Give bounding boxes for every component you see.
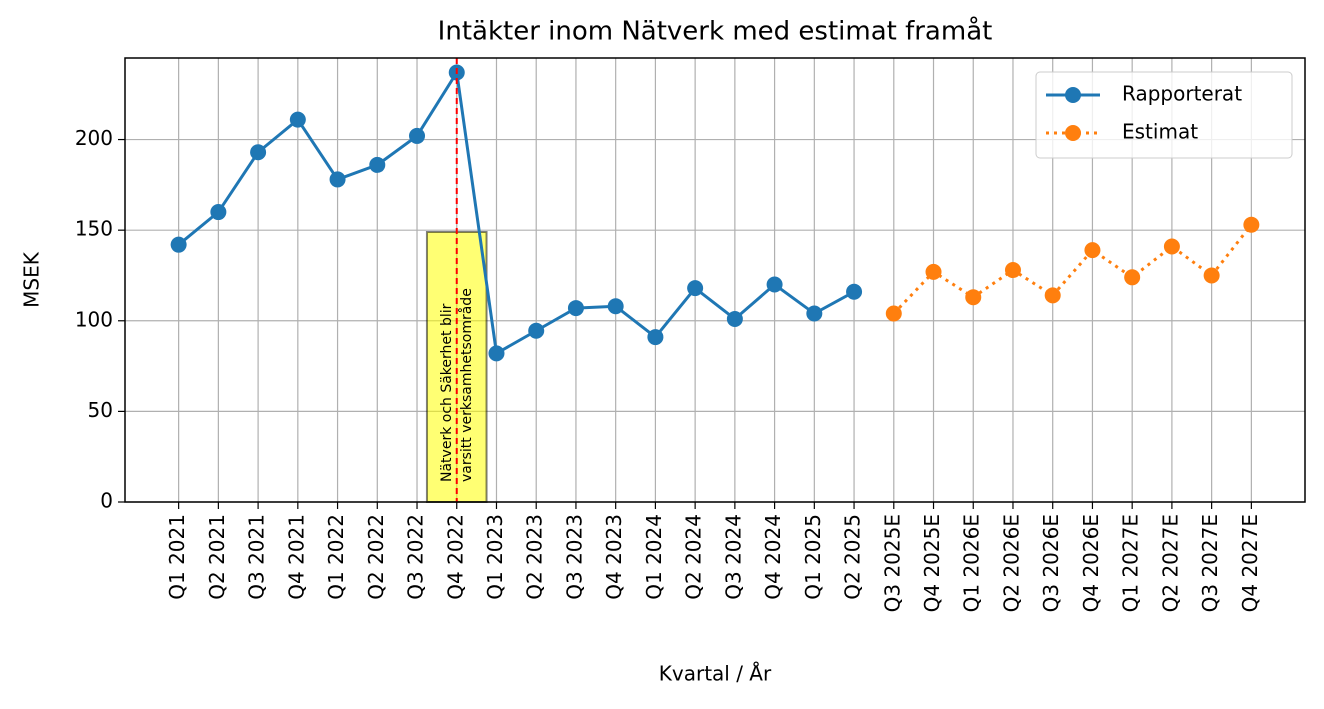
x-tick-label: Q4 2022 (443, 514, 467, 600)
x-tick-label: Q2 2026E (999, 514, 1023, 612)
x-tick-label: Q3 2025E (880, 514, 904, 612)
x-tick-label: Q3 2023 (562, 514, 586, 600)
annotation-text: Nätverk och Säkerhet blir (439, 303, 455, 482)
marker (488, 345, 505, 362)
x-tick-label: Q2 2024 (682, 514, 706, 600)
marker (170, 236, 187, 253)
x-tick-label: Q4 2021 (284, 514, 308, 600)
marker (567, 300, 584, 317)
x-tick-label: Q1 2025 (801, 514, 825, 600)
marker (766, 276, 783, 293)
x-axis-label: Kvartal / År (659, 662, 772, 686)
y-tick-label: 100 (75, 307, 113, 331)
series-line (177, 68, 855, 356)
legend-marker (1065, 125, 1081, 141)
marker (1044, 287, 1061, 304)
y-tick-label: 200 (75, 126, 113, 150)
x-tick-label: Q3 2022 (404, 514, 428, 600)
x-tick-label: Q1 2021 (165, 514, 189, 600)
chart-title: Intäkter inom Nätverk med estimat framåt (438, 16, 993, 47)
x-tick-label: Q4 2027E (1238, 514, 1262, 612)
marker (965, 289, 982, 306)
x-tick-label: Q3 2026E (1039, 514, 1063, 612)
x-tick-label: Q2 2027E (1158, 514, 1182, 612)
x-tick-label: Q3 2027E (1198, 514, 1222, 612)
legend-label: Rapporterat (1122, 82, 1242, 106)
x-tick-label: Q1 2023 (483, 514, 507, 600)
annotation-text: varsitt verksamhetsområde (458, 288, 475, 482)
marker (369, 156, 386, 173)
marker (846, 283, 863, 300)
legend-marker (1065, 87, 1081, 103)
x-tick-label: Q2 2025 (841, 514, 865, 600)
x-tick-label: Q4 2026E (1079, 514, 1103, 612)
x-tick-label: Q2 2021 (205, 514, 229, 600)
marker (607, 298, 624, 315)
marker (1124, 269, 1141, 286)
marker (250, 144, 267, 161)
y-tick-label: 150 (75, 217, 113, 241)
marker (925, 263, 942, 280)
marker (329, 171, 346, 188)
x-tick-label: Q1 2024 (642, 514, 666, 600)
marker (1203, 267, 1220, 284)
marker (528, 322, 545, 339)
marker (687, 280, 704, 297)
marker (289, 111, 306, 128)
x-tick-label: Q4 2025E (920, 514, 944, 612)
x-tick-label: Q4 2023 (602, 514, 626, 600)
marker (885, 305, 902, 322)
y-axis-label: MSEK (20, 251, 44, 308)
legend: Rapporterat Estimat (1035, 71, 1293, 159)
x-tick-label: Q3 2024 (721, 514, 745, 600)
marker (409, 127, 426, 144)
marker (726, 310, 743, 327)
plot-frame (124, 57, 1306, 503)
x-tick-label: Q1 2022 (324, 514, 348, 600)
legend-label: Estimat (1122, 120, 1198, 144)
marker (1084, 242, 1101, 259)
marker (1243, 216, 1260, 233)
y-tick-label: 0 (100, 489, 113, 513)
series-line (892, 223, 1253, 315)
x-tick-label: Q1 2026E (960, 514, 984, 612)
marker (1163, 238, 1180, 255)
x-tick-label: Q4 2024 (761, 514, 785, 600)
y-tick-label: 50 (88, 398, 113, 422)
x-tick-label: Q3 2021 (245, 514, 269, 600)
marker (1004, 262, 1021, 279)
x-tick-label: Q2 2022 (364, 514, 388, 600)
x-tick-label: Q1 2027E (1119, 514, 1143, 612)
marker (806, 305, 823, 322)
marker (647, 329, 664, 346)
marker (210, 204, 227, 221)
x-tick-label: Q2 2023 (523, 514, 547, 600)
